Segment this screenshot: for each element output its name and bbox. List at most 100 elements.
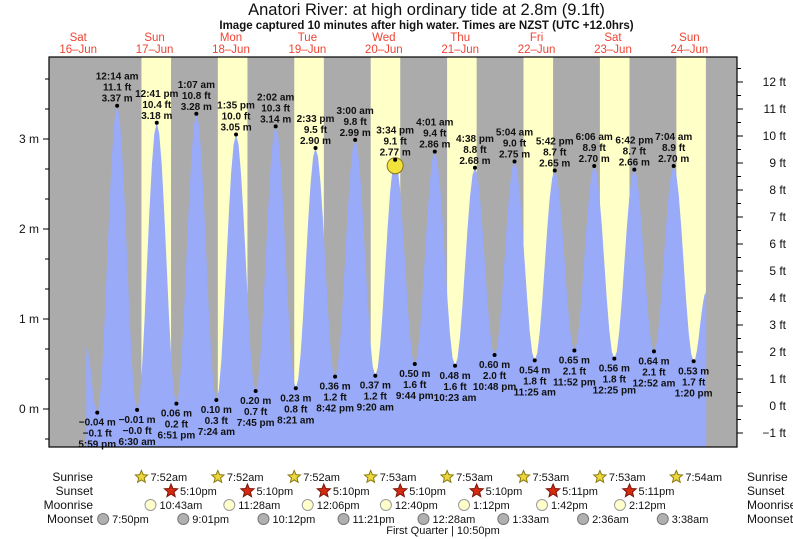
high-tide-time: 5:04 am xyxy=(496,128,533,139)
low-tide-dot xyxy=(174,401,179,406)
moonset-circle-icon xyxy=(97,513,110,525)
high-tide-time: 1:35 pm xyxy=(217,101,255,112)
moon-phase-label: First Quarter | 10:50pm xyxy=(386,525,500,537)
sunrise-star-icon xyxy=(363,469,379,484)
high-tide-meters: 3.14 m xyxy=(260,114,291,125)
low-tide-feet: 0.2 ft xyxy=(165,420,189,431)
low-tide-feet: 2.0 ft xyxy=(483,371,507,382)
high-tide-meters: 3.18 m xyxy=(141,111,172,122)
high-tide-feet: 10.8 ft xyxy=(182,91,212,102)
low-tide-meters: 0.37 m xyxy=(360,381,391,392)
low-tide-feet: 1.8 ft xyxy=(523,376,547,387)
sunset-time: 5:10pm xyxy=(409,486,446,498)
low-tide-feet: −0.1 ft xyxy=(83,429,113,440)
low-tide-dot xyxy=(135,407,140,412)
astro-row-label-left: Moonrise xyxy=(44,498,94,512)
moonrise-time: 12:06pm xyxy=(317,500,360,512)
low-tide-dot xyxy=(333,374,338,379)
low-tide-meters: 0.60 m xyxy=(479,360,510,371)
sunset-star-icon xyxy=(545,482,562,498)
low-tide-annotation: 0.23 m0.8 ft8:21 am xyxy=(277,393,314,426)
moonrise-time: 1:42pm xyxy=(551,500,588,512)
low-tide-feet: 0.7 ft xyxy=(244,407,268,418)
tide-curve xyxy=(86,105,707,447)
high-tide-dot xyxy=(632,167,637,172)
low-tide-dot xyxy=(492,353,497,357)
astro-row-label-left: Moonset xyxy=(47,512,94,526)
day-name-label: Sun xyxy=(144,32,164,44)
low-tide-time: 12:25 pm xyxy=(593,386,636,397)
sunset-time: 5:10pm xyxy=(256,486,293,498)
sunrise-star-icon xyxy=(134,469,149,484)
low-tide-annotation: −0.01 m−0.0 ft6:30 am xyxy=(118,415,155,448)
sunset-time: 5:11pm xyxy=(562,486,598,498)
high-tide-feet: 9.0 ft xyxy=(503,139,527,150)
sunrise-star-icon xyxy=(516,469,531,484)
high-tide-feet: 10.0 ft xyxy=(222,112,252,123)
high-tide-meters: 2.70 m xyxy=(658,154,689,165)
sunset-star-icon xyxy=(621,482,638,498)
high-tide-dot xyxy=(115,103,120,108)
high-tide-time: 4:01 am xyxy=(416,118,453,129)
high-tide-feet: 8.7 ft xyxy=(623,147,647,158)
moonrise-circle-icon xyxy=(144,499,157,511)
right-axis-label: 11 ft xyxy=(764,102,787,116)
low-tide-feet: 2.1 ft xyxy=(563,367,587,378)
sunrise-time: 7:52am xyxy=(303,472,340,484)
low-tide-feet: 1.2 ft xyxy=(364,392,388,403)
sunrise-time: 7:53am xyxy=(532,472,569,484)
high-tide-feet: 10.3 ft xyxy=(261,103,291,114)
high-tide-meters: 2.66 m xyxy=(619,158,650,169)
moonrise-circle-icon xyxy=(536,499,549,511)
high-tide-annotation: 6:42 pm8.7 ft2.66 m xyxy=(615,136,653,169)
high-tide-time: 3:00 am xyxy=(337,106,374,117)
low-tide-dot xyxy=(412,362,417,366)
high-tide-dot xyxy=(313,146,318,150)
low-tide-annotation: −0.04 m−0.1 ft5:59 pm xyxy=(78,418,116,451)
high-tide-time: 6:06 am xyxy=(576,132,613,143)
sunrise-star-icon xyxy=(668,469,684,484)
low-tide-annotation: 0.50 m1.6 ft9:44 pm xyxy=(396,369,434,402)
astro-row-label-left: Sunrise xyxy=(52,470,93,484)
moonset-time: 1:33am xyxy=(512,514,549,526)
low-tide-meters: 0.23 m xyxy=(280,393,311,404)
plot-border xyxy=(48,56,738,448)
day-date-label: 18–Jun xyxy=(212,44,250,56)
day-date-label: 16–Jun xyxy=(59,44,97,56)
low-tide-dot xyxy=(95,410,100,415)
high-tide-meters: 2.99 m xyxy=(340,128,371,139)
sunrise-time: 7:52am xyxy=(227,472,264,484)
high-tide-annotation: 3:00 am9.8 ft2.99 m xyxy=(337,106,374,139)
right-axis-label: 8 ft xyxy=(769,183,786,197)
day-name-label: Wed xyxy=(372,32,395,44)
moonset-circle-icon xyxy=(497,513,510,525)
moonrise-time: 10:43am xyxy=(160,500,203,512)
high-tide-meters: 2.77 m xyxy=(380,148,411,159)
high-tide-annotation: 4:38 pm8.8 ft2.68 m xyxy=(456,134,494,167)
high-tide-dot xyxy=(552,168,557,173)
astro-row-label-right: Sunrise xyxy=(747,470,788,484)
high-tide-meters: 2.90 m xyxy=(300,136,331,147)
right-axis-label: 10 ft xyxy=(763,129,787,143)
low-tide-meters: 0.10 m xyxy=(201,405,232,416)
right-axis-label: −1 ft xyxy=(762,426,786,440)
day-date-label: 17–Jun xyxy=(136,44,174,56)
moonset-time: 12:28am xyxy=(432,514,475,526)
low-tide-dot xyxy=(572,348,577,353)
low-tide-annotation: 0.36 m1.2 ft8:42 pm xyxy=(316,382,354,415)
low-tide-meters: 0.50 m xyxy=(399,369,430,380)
low-tide-time: 11:25 am xyxy=(514,387,556,398)
sunrise-star-icon xyxy=(286,469,302,484)
high-tide-time: 3:34 pm xyxy=(376,126,414,137)
sunrise-star-icon xyxy=(439,469,455,484)
day-date-label: 19–Jun xyxy=(289,44,327,56)
low-tide-feet: −0.0 ft xyxy=(122,426,152,437)
high-tide-annotation: 5:42 pm8.7 ft2.65 m xyxy=(536,137,574,170)
high-tide-dot xyxy=(273,124,278,129)
